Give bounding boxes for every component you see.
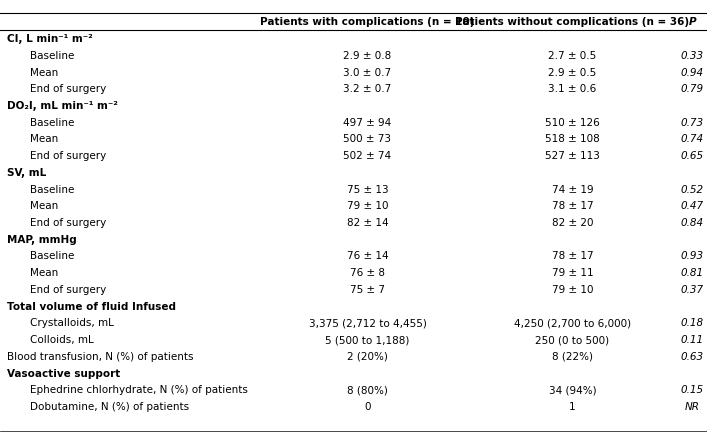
Text: 497 ± 94: 497 ± 94 xyxy=(343,118,391,128)
Text: 78 ± 17: 78 ± 17 xyxy=(551,252,593,261)
Text: 0.15: 0.15 xyxy=(681,385,704,395)
Text: Crystalloids, mL: Crystalloids, mL xyxy=(29,319,113,328)
Text: 79 ± 11: 79 ± 11 xyxy=(551,268,593,278)
Text: 0.11: 0.11 xyxy=(681,335,704,345)
Text: Patients with complications (n = 10): Patients with complications (n = 10) xyxy=(260,17,475,26)
Text: 0.47: 0.47 xyxy=(681,202,704,211)
Text: 0.79: 0.79 xyxy=(681,84,704,94)
Text: 0.37: 0.37 xyxy=(681,285,704,295)
Text: Mean: Mean xyxy=(29,135,58,144)
Text: 0.84: 0.84 xyxy=(681,218,704,228)
Text: 34 (94%): 34 (94%) xyxy=(549,385,596,395)
Text: 510 ± 126: 510 ± 126 xyxy=(545,118,600,128)
Text: End of surgery: End of surgery xyxy=(29,151,106,161)
Text: 75 ± 13: 75 ± 13 xyxy=(347,185,388,194)
Text: 0: 0 xyxy=(364,402,370,412)
Text: 2.7 ± 0.5: 2.7 ± 0.5 xyxy=(549,51,597,61)
Text: 76 ± 14: 76 ± 14 xyxy=(347,252,388,261)
Text: 74 ± 19: 74 ± 19 xyxy=(551,185,593,194)
Text: 0.81: 0.81 xyxy=(681,268,704,278)
Text: 8 (80%): 8 (80%) xyxy=(347,385,388,395)
Text: Mean: Mean xyxy=(29,268,58,278)
Text: 0.94: 0.94 xyxy=(681,68,704,77)
Text: Blood transfusion, N (%) of patients: Blood transfusion, N (%) of patients xyxy=(7,352,194,362)
Text: Patients without complications (n = 36): Patients without complications (n = 36) xyxy=(455,17,689,26)
Text: 3.0 ± 0.7: 3.0 ± 0.7 xyxy=(343,68,391,77)
Text: 500 ± 73: 500 ± 73 xyxy=(343,135,391,144)
Text: End of surgery: End of surgery xyxy=(29,218,106,228)
Text: 0.63: 0.63 xyxy=(681,352,704,362)
Text: 502 ± 74: 502 ± 74 xyxy=(343,151,391,161)
Text: Baseline: Baseline xyxy=(29,51,74,61)
Text: DO₂I, mL min⁻¹ m⁻²: DO₂I, mL min⁻¹ m⁻² xyxy=(7,101,118,111)
Text: 78 ± 17: 78 ± 17 xyxy=(551,202,593,211)
Text: 0.73: 0.73 xyxy=(681,118,704,128)
Text: 8 (22%): 8 (22%) xyxy=(552,352,593,362)
Text: Baseline: Baseline xyxy=(29,252,74,261)
Text: 79 ± 10: 79 ± 10 xyxy=(347,202,388,211)
Text: 75 ± 7: 75 ± 7 xyxy=(350,285,385,295)
Text: 0.33: 0.33 xyxy=(681,51,704,61)
Text: 2 (20%): 2 (20%) xyxy=(347,352,388,362)
Text: 82 ± 14: 82 ± 14 xyxy=(347,218,388,228)
Text: CI, L min⁻¹ m⁻²: CI, L min⁻¹ m⁻² xyxy=(7,34,93,44)
Text: Mean: Mean xyxy=(29,68,58,77)
Text: SV, mL: SV, mL xyxy=(7,168,47,178)
Text: End of surgery: End of surgery xyxy=(29,84,106,94)
Text: 76 ± 8: 76 ± 8 xyxy=(350,268,385,278)
Text: 0.18: 0.18 xyxy=(681,319,704,328)
Text: Mean: Mean xyxy=(29,202,58,211)
Text: 1: 1 xyxy=(569,402,576,412)
Text: MAP, mmHg: MAP, mmHg xyxy=(7,235,77,245)
Text: 0.74: 0.74 xyxy=(681,135,704,144)
Text: 2.9 ± 0.8: 2.9 ± 0.8 xyxy=(343,51,391,61)
Text: Dobutamine, N (%) of patients: Dobutamine, N (%) of patients xyxy=(29,402,189,412)
Text: 3.2 ± 0.7: 3.2 ± 0.7 xyxy=(343,84,391,94)
Text: 0.93: 0.93 xyxy=(681,252,704,261)
Text: Colloids, mL: Colloids, mL xyxy=(29,335,93,345)
Text: 3.1 ± 0.6: 3.1 ± 0.6 xyxy=(549,84,597,94)
Text: Ephedrine chlorhydrate, N (%) of patients: Ephedrine chlorhydrate, N (%) of patient… xyxy=(29,385,248,395)
Text: 5 (500 to 1,188): 5 (500 to 1,188) xyxy=(325,335,410,345)
Text: 4,250 (2,700 to 6,000): 4,250 (2,700 to 6,000) xyxy=(514,319,631,328)
Text: 527 ± 113: 527 ± 113 xyxy=(545,151,600,161)
Text: NR: NR xyxy=(685,402,700,412)
Text: P: P xyxy=(689,17,696,26)
Text: End of surgery: End of surgery xyxy=(29,285,106,295)
Text: Total volume of fluid Infused: Total volume of fluid Infused xyxy=(7,302,176,312)
Text: Vasoactive support: Vasoactive support xyxy=(7,369,121,378)
Text: 0.65: 0.65 xyxy=(681,151,704,161)
Text: 82 ± 20: 82 ± 20 xyxy=(551,218,593,228)
Text: 3,375 (2,712 to 4,455): 3,375 (2,712 to 4,455) xyxy=(309,319,426,328)
Text: 2.9 ± 0.5: 2.9 ± 0.5 xyxy=(549,68,597,77)
Text: 0.52: 0.52 xyxy=(681,185,704,194)
Text: Baseline: Baseline xyxy=(29,185,74,194)
Text: 518 ± 108: 518 ± 108 xyxy=(545,135,600,144)
Text: 79 ± 10: 79 ± 10 xyxy=(551,285,593,295)
Text: 250 (0 to 500): 250 (0 to 500) xyxy=(536,335,610,345)
Text: Baseline: Baseline xyxy=(29,118,74,128)
